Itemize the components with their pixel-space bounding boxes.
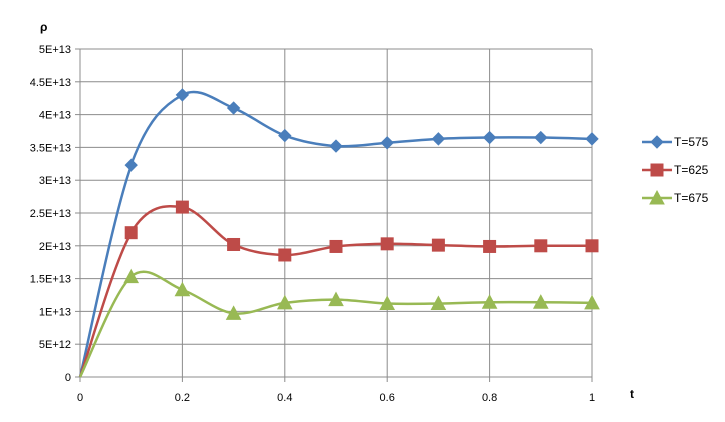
data-point [431,238,445,252]
data-point [585,239,599,253]
y-tick-label: 3E+13 [39,175,71,187]
legend-marker [650,135,664,149]
legend-item: T=575 [642,135,709,149]
x-axis-title: t [630,387,634,401]
legend-marker [650,163,664,177]
x-tick-label: 0.6 [380,392,395,404]
y-tick-label: 5E+13 [39,44,71,56]
legend-label: T=575 [674,135,709,149]
data-point [430,295,447,311]
series-T=675 [78,268,600,378]
data-point [534,239,548,253]
x-tick-label: 0 [77,392,83,404]
y-tick-label: 0 [65,372,71,384]
series-line [78,270,593,378]
series-T=625 [78,200,599,378]
series-line [78,90,593,378]
data-point [329,239,343,253]
data-point [481,294,498,309]
x-tick-label: 0.2 [175,392,190,404]
gridlines [80,48,593,377]
data-point [431,132,446,146]
data-point [328,291,344,307]
data-point [278,128,292,143]
data-point [175,200,189,214]
data-point [226,101,241,115]
data-point [380,237,394,251]
data-point [225,305,242,320]
x-tick-label: 0.4 [277,392,292,404]
y-tick-label: 2E+13 [39,241,71,253]
y-tick-label: 1E+13 [39,306,71,318]
y-tick-label: 4.5E+13 [30,77,71,89]
axes: 0 5E+12 1E+13 1.5E+13 2E+13 2.5E+13 3E+13 3.5E+… [30,44,595,404]
data-point [329,139,343,153]
data-point [584,294,600,310]
data-point [124,158,138,172]
data-point [483,239,497,253]
legend: T=575 T=625 T=675 [642,135,709,205]
series-line [78,205,593,378]
data-point [276,294,293,310]
data-point [123,268,140,284]
data-point [380,136,394,150]
data-point [278,248,292,262]
plot-series [78,88,600,378]
data-point [482,130,497,145]
legend-label: T=625 [674,163,709,177]
data-point [532,294,549,309]
data-point [174,281,191,297]
y-tick-label: 4E+13 [39,110,71,122]
y-tick-label: 3.5E+13 [30,142,71,154]
y-axis-title: ρ [40,20,47,34]
y-tick-label: 5E+12 [39,339,71,351]
series-T=575 [78,88,599,378]
data-point [379,295,396,311]
legend-marker [649,189,665,205]
legend-label: T=675 [674,191,709,205]
data-point [175,88,190,102]
x-tick-label: 0.8 [482,392,497,404]
x-tick-label: 1 [589,392,595,404]
legend-item: T=675 [642,189,709,205]
y-tick-label: 2.5E+13 [30,208,71,220]
data-point [124,226,138,240]
data-point [585,132,599,146]
y-tick-label: 1.5E+13 [30,274,71,286]
data-point [227,237,241,251]
data-point [534,130,548,145]
legend-item: T=625 [642,163,709,177]
